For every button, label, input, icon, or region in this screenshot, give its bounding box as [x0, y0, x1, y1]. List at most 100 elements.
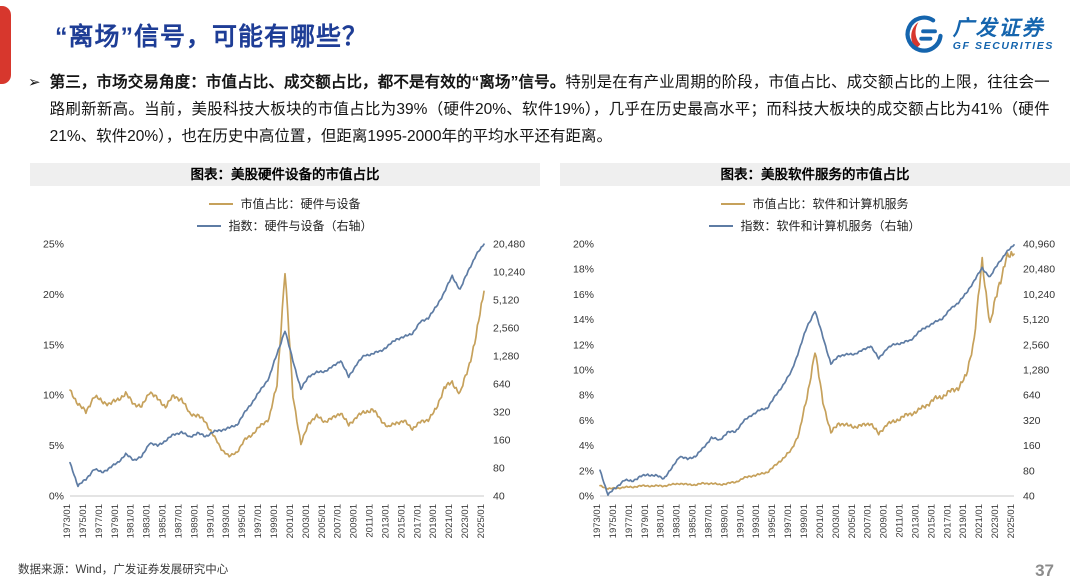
svg-text:1995/01: 1995/01: [767, 504, 778, 538]
svg-text:320: 320: [493, 407, 511, 419]
svg-text:1977/01: 1977/01: [94, 504, 105, 538]
svg-text:1995/01: 1995/01: [237, 504, 248, 538]
charts-row: 图表：美股硬件设备的市值占比 市值占比：硬件与设备 指数：硬件与设备（右轴） 0…: [0, 150, 1080, 550]
svg-text:1977/01: 1977/01: [624, 504, 635, 538]
svg-text:1987/01: 1987/01: [703, 504, 714, 538]
svg-text:2005/01: 2005/01: [847, 504, 858, 538]
hardware-chart-title: 图表：美股硬件设备的市值占比: [30, 163, 540, 186]
svg-text:2007/01: 2007/01: [863, 504, 874, 538]
svg-text:2011/01: 2011/01: [365, 504, 376, 538]
svg-text:10%: 10%: [573, 365, 594, 377]
hardware-chart-legend: 市值占比：硬件与设备 指数：硬件与设备（右轴）: [30, 195, 540, 234]
svg-text:2003/01: 2003/01: [831, 504, 842, 538]
svg-text:25%: 25%: [43, 239, 64, 251]
svg-text:80: 80: [1023, 465, 1035, 477]
svg-text:1991/01: 1991/01: [205, 504, 216, 538]
svg-text:2007/01: 2007/01: [333, 504, 344, 538]
svg-text:2019/01: 2019/01: [428, 504, 439, 538]
svg-text:2015/01: 2015/01: [926, 504, 937, 538]
software-chart-plot: 0% 2% 4% 6% 8% 10% 12% 14% 16% 18% 20% 40 80 160 320 64…: [573, 239, 1055, 539]
svg-text:1985/01: 1985/01: [158, 504, 169, 538]
svg-text:20%: 20%: [573, 239, 594, 251]
svg-text:10,240: 10,240: [1023, 289, 1055, 301]
logo-name-cn: 广发证券: [952, 17, 1045, 41]
svg-text:1979/01: 1979/01: [110, 504, 121, 538]
svg-text:16%: 16%: [573, 289, 594, 301]
svg-text:1989/01: 1989/01: [189, 504, 200, 538]
logo-text: 广发证券 GF SECURITIES: [953, 18, 1054, 51]
svg-text:1981/01: 1981/01: [656, 504, 667, 538]
svg-text:160: 160: [1023, 440, 1041, 452]
tan-line-swatch-icon: [721, 202, 746, 205]
svg-text:0%: 0%: [579, 491, 594, 503]
legend-label: 指数：软件和计算机服务（右轴）: [740, 219, 921, 233]
svg-text:5%: 5%: [49, 440, 64, 452]
svg-text:1999/01: 1999/01: [269, 504, 280, 538]
software-chart-title: 图表：美股软件服务的市值占比: [560, 163, 1070, 186]
svg-text:1997/01: 1997/01: [253, 504, 264, 538]
legend-label: 市值占比：硬件与设备: [240, 197, 361, 211]
legend-item-index: 指数：软件和计算机服务（右轴）: [709, 217, 921, 234]
svg-text:1,280: 1,280: [493, 351, 519, 363]
paragraph-body-text: 特别是在有产业周期的阶段，市值占比、成交额占比的上限，往往会一路刷新新高。当前，…: [49, 74, 1050, 145]
page-number: 37: [1035, 561, 1054, 580]
svg-text:2019/01: 2019/01: [958, 504, 969, 538]
gf-securities-logo: 广发证券 GF SECURITIES: [902, 13, 1054, 57]
svg-text:1983/01: 1983/01: [142, 504, 153, 538]
svg-text:1975/01: 1975/01: [608, 504, 619, 538]
svg-text:640: 640: [1023, 390, 1041, 402]
svg-text:2,560: 2,560: [1023, 339, 1049, 351]
svg-text:2005/01: 2005/01: [317, 504, 328, 538]
svg-text:40,960: 40,960: [1023, 239, 1055, 251]
legend-label: 指数：硬件与设备（右轴）: [228, 219, 373, 233]
svg-text:15%: 15%: [43, 339, 64, 351]
svg-text:1979/01: 1979/01: [640, 504, 651, 538]
blue-line-swatch-icon: [197, 224, 222, 227]
svg-text:14%: 14%: [573, 314, 594, 326]
svg-text:2021/01: 2021/01: [974, 504, 985, 538]
svg-text:6%: 6%: [579, 415, 594, 427]
svg-text:1981/01: 1981/01: [126, 504, 137, 538]
svg-text:1989/01: 1989/01: [719, 504, 730, 538]
svg-text:2009/01: 2009/01: [879, 504, 890, 538]
paragraph-bold-lead: 第三，市场交易角度：市值占比、成交额占比，都不是有效的“离场”信号。: [49, 74, 566, 91]
svg-text:5,120: 5,120: [493, 295, 519, 307]
software-chart-panel: 图表：美股软件服务的市值占比 市值占比：软件和计算机服务 指数：软件和计算机服务…: [560, 163, 1070, 550]
svg-text:40: 40: [493, 491, 505, 503]
svg-text:20,480: 20,480: [493, 239, 525, 251]
svg-text:2,560: 2,560: [493, 323, 519, 335]
svg-text:1973/01: 1973/01: [62, 504, 73, 538]
legend-item-marketcap: 市值占比：硬件与设备: [209, 195, 361, 212]
hardware-chart-plot: 0% 5% 10% 15% 20% 25% 40 80 160 320 640 1,280 2,560 5…: [43, 239, 525, 539]
arrow-bullet-icon: ➢: [28, 74, 41, 91]
legend-item-index: 指数：硬件与设备（右轴）: [197, 217, 373, 234]
svg-text:2013/01: 2013/01: [910, 504, 921, 538]
svg-text:20%: 20%: [43, 289, 64, 301]
svg-text:2017/01: 2017/01: [412, 504, 423, 538]
bullet-paragraph-block: ➢ 第三，市场交易角度：市值占比、成交额占比，都不是有效的“离场”信号。特别是在…: [28, 69, 1050, 150]
svg-text:2009/01: 2009/01: [349, 504, 360, 538]
svg-text:2%: 2%: [579, 465, 594, 477]
svg-text:12%: 12%: [573, 339, 594, 351]
svg-text:40: 40: [1023, 491, 1035, 503]
gf-securities-logo-icon: [905, 15, 943, 53]
header: “离场”信号，可能有哪些？ 广发证券 GF SECURITIES: [0, 0, 1080, 57]
svg-text:10,240: 10,240: [493, 267, 525, 279]
legend-item-marketcap: 市值占比：软件和计算机服务: [721, 195, 909, 212]
svg-text:20,480: 20,480: [1023, 264, 1055, 276]
svg-text:2017/01: 2017/01: [942, 504, 953, 538]
svg-text:160: 160: [493, 435, 511, 447]
svg-text:10%: 10%: [43, 390, 64, 402]
svg-text:4%: 4%: [579, 440, 594, 452]
svg-text:1,280: 1,280: [1023, 365, 1049, 377]
red-accent-tab: [0, 6, 11, 84]
svg-text:1983/01: 1983/01: [672, 504, 683, 538]
tan-line-swatch-icon: [209, 202, 234, 205]
svg-text:0%: 0%: [49, 491, 64, 503]
svg-text:640: 640: [493, 379, 511, 391]
svg-text:2003/01: 2003/01: [301, 504, 312, 538]
svg-text:2001/01: 2001/01: [285, 504, 296, 538]
svg-text:8%: 8%: [579, 390, 594, 402]
legend-label: 市值占比：软件和计算机服务: [752, 197, 909, 211]
logo-name-en: GF SECURITIES: [952, 39, 1054, 52]
